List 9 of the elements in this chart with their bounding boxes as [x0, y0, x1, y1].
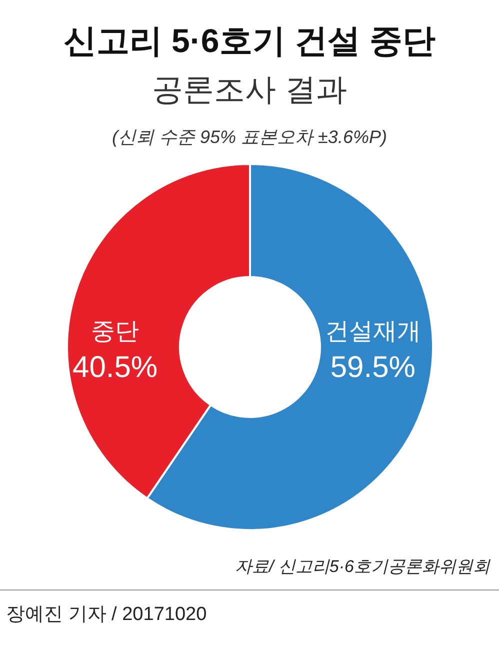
slice-label: 중단	[91, 318, 140, 345]
text: (신뢰 수준 95% 표본오차 ±3.6%P)	[112, 127, 387, 147]
text: 자료/ 신고리5·6호기공론화위원회	[234, 557, 491, 576]
chart-subtitle: 공론조사 결과	[152, 72, 347, 107]
slice-label: 건설재개	[324, 318, 421, 345]
text: 장예진 기자 / 20171020	[6, 604, 207, 625]
chart-title: 신고리 5·6호기 건설 중단	[63, 22, 436, 59]
data-label: 40.5%	[72, 351, 158, 384]
data-label: 59.5%	[330, 351, 416, 384]
